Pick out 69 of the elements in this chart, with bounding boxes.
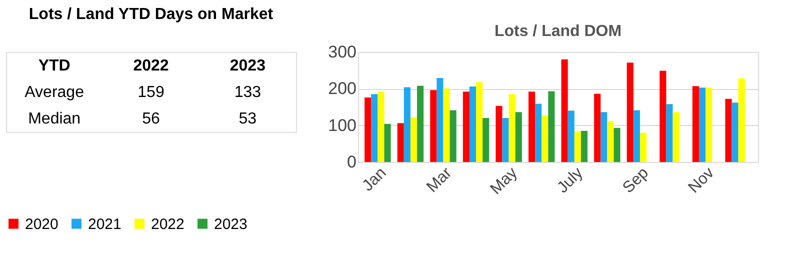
- bar: [515, 112, 522, 162]
- bar: [660, 70, 666, 162]
- x-tick-label: Jan: [359, 164, 390, 195]
- bar: [614, 128, 620, 162]
- text: Lots / Land YTD Days on Market: [28, 6, 274, 23]
- bar: [462, 92, 470, 162]
- bar: [626, 62, 634, 162]
- bar: [436, 78, 444, 162]
- chart-title: Lots / Land DOM: [494, 23, 622, 40]
- y-tick-label: 300: [328, 42, 356, 62]
- bar: [469, 86, 476, 162]
- text: 159: [138, 84, 164, 101]
- bar: [640, 132, 647, 162]
- text: 2022: [133, 57, 169, 74]
- x-tick-label: July: [554, 164, 586, 197]
- bar: [397, 123, 404, 162]
- bar: [482, 118, 490, 162]
- bar: [706, 88, 712, 162]
- bar: [476, 82, 483, 162]
- bar: [535, 104, 542, 162]
- bar: [692, 86, 699, 162]
- text: 133: [234, 84, 262, 101]
- legend-label: 2023: [214, 216, 248, 233]
- bar: [561, 59, 568, 162]
- bar: [594, 94, 601, 162]
- bar: [698, 88, 706, 162]
- y-tick-label: 200: [328, 79, 356, 98]
- x-tick-label: May: [487, 164, 521, 198]
- text: 2023: [230, 57, 266, 74]
- bar: [364, 97, 372, 162]
- legend-label: 2020: [25, 216, 58, 233]
- bar: [574, 131, 581, 162]
- x-tick-label: Sep: [620, 164, 652, 197]
- bar: [568, 110, 574, 162]
- x-tick-label: Mar: [424, 164, 456, 196]
- bar: [542, 115, 548, 162]
- y-tick-label: 100: [328, 116, 356, 135]
- bar: [633, 110, 640, 162]
- bar: [410, 117, 418, 162]
- text: 53: [238, 110, 257, 128]
- bar: [600, 112, 608, 162]
- legend-label: 2022: [151, 216, 184, 233]
- text: Average: [24, 84, 84, 101]
- bar: [666, 104, 673, 162]
- bar: [450, 110, 456, 162]
- bar: [443, 88, 450, 162]
- bar: [607, 121, 614, 162]
- bar: [738, 78, 745, 162]
- legend-label: 2021: [88, 216, 122, 233]
- bar: [502, 118, 509, 162]
- bar: [496, 106, 502, 162]
- bar: [508, 94, 516, 162]
- bar: [580, 130, 588, 162]
- bar: [725, 98, 732, 162]
- bar: [371, 94, 378, 162]
- text: Median: [28, 110, 81, 128]
- text: YTD: [38, 57, 70, 74]
- bar: [417, 86, 424, 162]
- bar: [672, 112, 680, 162]
- bar: [732, 102, 738, 162]
- x-tick-label: Nov: [685, 164, 718, 197]
- bar: [404, 87, 410, 162]
- bar: [384, 124, 391, 162]
- bar: [378, 92, 384, 162]
- bar: [548, 91, 555, 162]
- bar: [430, 90, 437, 162]
- bar: [528, 92, 536, 162]
- text: 56: [142, 110, 160, 128]
- y-tick-label: 0: [347, 152, 356, 172]
